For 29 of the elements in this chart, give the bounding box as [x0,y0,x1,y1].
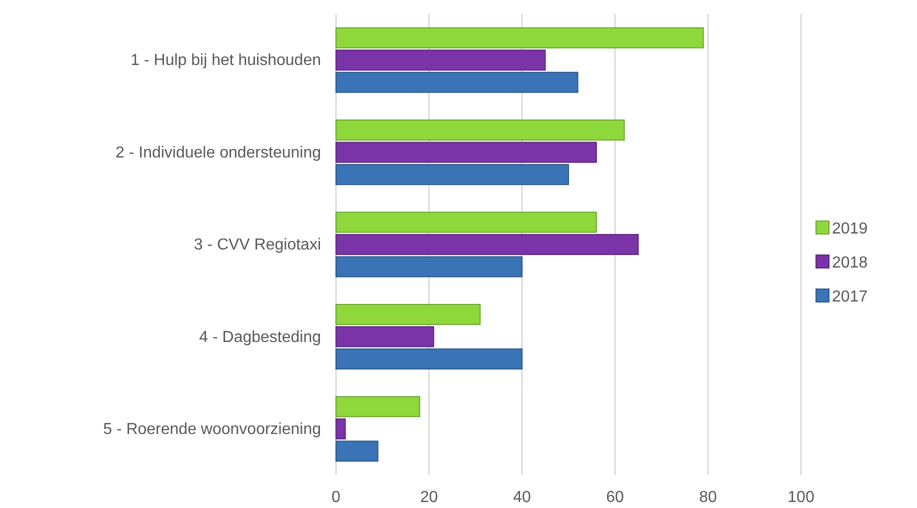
y-tick-label: 3 - CVV Regiotaxi [194,236,321,254]
bar [336,27,704,48]
bar [336,304,481,325]
y-tick-label: 4 - Dagbesteding [199,328,321,346]
bar [336,72,578,93]
legend-label: 2019 [832,220,868,238]
bar [336,418,346,440]
x-tick-label: 80 [699,489,717,506]
y-tick-label: 1 - Hulp bij het huishouden [130,52,321,70]
bar [336,50,546,71]
bar [336,396,420,418]
y-tick-label: 2 - Individuele ondersteuning [116,144,321,162]
y-tick-label: 5 - Roerende woonvoorziening [103,421,321,438]
x-tick-label: 40 [513,489,531,506]
bar [336,440,378,462]
bar [336,326,434,348]
bar [336,256,522,278]
x-tick-label: 0 [332,489,341,506]
bar [336,234,639,256]
bar [336,348,522,370]
bar [336,212,597,233]
x-tick-label: 20 [420,489,438,506]
x-tick-label: 100 [788,489,814,506]
legend-label: 2017 [832,288,868,306]
bar [336,120,625,141]
x-tick-label: 60 [606,489,624,506]
bar [336,142,597,163]
bar [336,164,569,186]
legend-label: 2018 [832,254,868,272]
